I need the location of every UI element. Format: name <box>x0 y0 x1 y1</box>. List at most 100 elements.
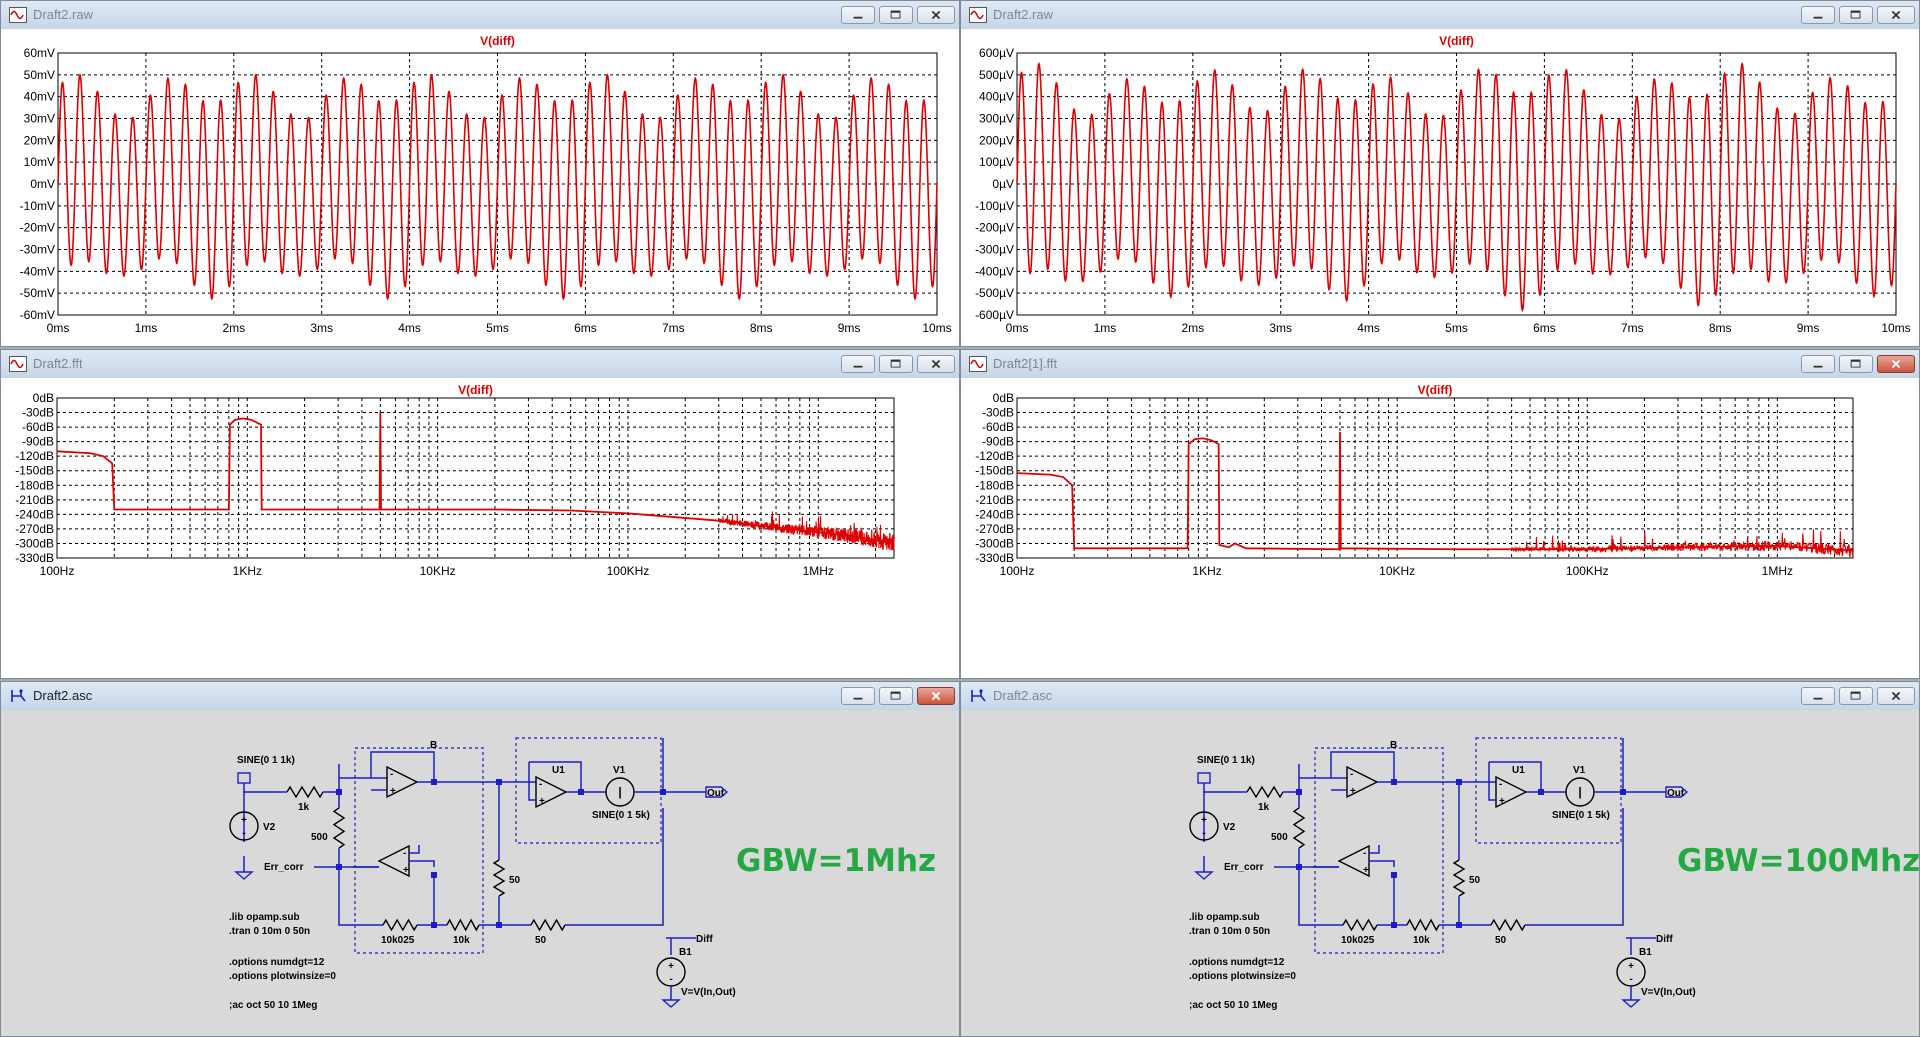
junction-dot <box>1391 922 1397 928</box>
plot-area[interactable]: 600µV 500µV 400µV 300µV 200µV 100µV 0µV -100µV -… <box>961 29 1919 346</box>
plot-area[interactable]: 60mV 50mV 40mV 30mV 20mV 10mV 0mV -10mV -20mV -30… <box>1 29 959 346</box>
maximize-icon <box>890 10 901 19</box>
y-tick-label: -210dB <box>15 493 54 507</box>
maximize-button[interactable] <box>879 355 913 373</box>
source-value-label: SINE(0 1 1k) <box>237 755 295 766</box>
opamp-minus-sign: - <box>539 779 542 790</box>
block-b-box <box>1314 747 1444 954</box>
waveform-window-raw-2[interactable]: Draft2.raw 600µV 500µV 400µV 300µV 200µV 100µ… <box>960 0 1920 347</box>
window-titlebar[interactable]: Draft2.raw <box>961 1 1919 30</box>
spice-directive: .tran 0 10m 0 50n <box>1189 926 1270 937</box>
resistor-50-vertical <box>1452 859 1466 897</box>
window-titlebar[interactable]: Draft2[1].fft <box>961 350 1919 379</box>
plot-area[interactable]: 0dB -30dB -60dB -90dB -120dB -150dB -180dB -210… <box>1 378 959 678</box>
opamp-top <box>386 765 419 799</box>
plot-frame <box>56 397 895 559</box>
source-v1-mark: | <box>1578 785 1581 799</box>
opamp-plus-sign: + <box>1363 865 1369 876</box>
opamp-minus-sign: - <box>1499 779 1502 790</box>
source-plus-sign: + <box>1201 815 1207 826</box>
plot-area[interactable]: 0dB -30dB -60dB -90dB -120dB -150dB -180dB -210… <box>961 378 1919 678</box>
noise-trace <box>1511 529 1854 559</box>
resistor-10k025 <box>1342 918 1378 932</box>
x-tick-label: 10ms <box>1881 321 1910 335</box>
minimize-button[interactable] <box>1801 687 1835 705</box>
y-tick-label: 60mV <box>24 46 55 60</box>
minimize-button[interactable] <box>841 687 875 705</box>
window-titlebar[interactable]: Draft2.asc <box>961 682 1919 711</box>
close-button[interactable] <box>1877 355 1915 373</box>
minimize-icon <box>1813 365 1823 368</box>
window-title: Draft2.fft <box>33 356 83 371</box>
r-in-label: 1k <box>1258 802 1270 813</box>
y-tick-label: 20mV <box>24 133 55 147</box>
wire <box>1488 762 1496 801</box>
opamp-minus-sign: - <box>390 769 393 780</box>
opamp-plus-sign: + <box>1499 796 1505 807</box>
y-tick-label: -270dB <box>15 522 54 536</box>
maximize-button[interactable] <box>879 6 913 24</box>
waveform-icon <box>9 356 27 372</box>
err-corr-label: Err_corr <box>1224 862 1264 873</box>
minimize-button[interactable] <box>1801 355 1835 373</box>
y-tick-label: 0µV <box>992 177 1014 191</box>
close-button[interactable] <box>917 6 955 24</box>
opamp-plus-sign: + <box>1350 786 1356 797</box>
close-button[interactable] <box>1877 6 1915 24</box>
schematic-window-1[interactable]: Draft2.asc SINE(0 1 1k) + - V2 1k 500 Err_corr… <box>0 681 960 1037</box>
fft-window-2[interactable]: Draft2[1].fft 0dB -30dB -60dB -90dB -120dB -1… <box>960 349 1920 679</box>
schematic-canvas[interactable]: SINE(0 1 1k) + - V2 1k 500 Err_corr - + B - +10k025… <box>1 710 959 1036</box>
waveform-window-raw-1[interactable]: Draft2.raw 60mV 50mV 40mV 30mV 20mV 10mV 0mV -1… <box>0 0 960 347</box>
maximize-button[interactable] <box>1839 6 1873 24</box>
wire <box>1369 860 1395 867</box>
ground-symbol <box>1194 871 1214 880</box>
resistor-50-out <box>530 918 566 932</box>
maximize-button[interactable] <box>1839 355 1873 373</box>
out-label: Out <box>1667 788 1685 799</box>
maximize-button[interactable] <box>879 687 913 705</box>
minimize-button[interactable] <box>841 355 875 373</box>
y-tick-label: -240dB <box>975 507 1014 521</box>
window-titlebar[interactable]: Draft2.fft <box>1 350 959 379</box>
wire <box>409 860 435 867</box>
spice-directive: .options numdgt=12 <box>1189 957 1285 968</box>
x-tick-label: 9ms <box>1797 321 1820 335</box>
plot-title: V(diff) <box>1418 383 1453 397</box>
ground-symbol <box>1621 999 1641 1008</box>
opamp-plus-sign: + <box>390 786 396 797</box>
y-tick-label: -210dB <box>975 493 1014 507</box>
maximize-button[interactable] <box>1839 687 1873 705</box>
wire <box>409 845 420 854</box>
resistor-500 <box>1292 807 1306 849</box>
v2-label: V2 <box>263 822 276 833</box>
b1-minus-sign: - <box>669 974 672 985</box>
source-value-label: SINE(0 1 1k) <box>1197 755 1255 766</box>
y-tick-label: -40mV <box>20 264 55 278</box>
spice-directive: ;ac oct 50 10 1Meg <box>1189 1000 1277 1011</box>
x-tick-label: 100KHz <box>1566 564 1609 578</box>
schematic-canvas[interactable]: SINE(0 1 1k) + - V2 1k 500 Err_corr - + B - +10k025… <box>961 710 1919 1036</box>
x-tick-label: 7ms <box>1621 321 1644 335</box>
wire <box>370 751 435 782</box>
x-tick-label: 5ms <box>486 321 509 335</box>
close-button[interactable] <box>917 687 955 705</box>
close-button[interactable] <box>917 355 955 373</box>
y-tick-label: -60dB <box>22 420 54 434</box>
v1-value-label: SINE(0 1 5k) <box>1552 810 1610 821</box>
maximize-icon <box>1850 691 1861 700</box>
minimize-button[interactable] <box>1801 6 1835 24</box>
plot-title: V(diff) <box>1439 34 1474 48</box>
b1-plus-sign: + <box>668 961 674 972</box>
y-tick-label: -20mV <box>20 221 55 235</box>
close-button[interactable] <box>1877 687 1915 705</box>
window-titlebar[interactable]: Draft2.raw <box>1 1 959 30</box>
window-titlebar[interactable]: Draft2.asc <box>1 682 959 711</box>
schematic-window-2[interactable]: Draft2.asc SINE(0 1 1k) + - V2 1k 500 Err_corr… <box>960 681 1920 1037</box>
y-tick-label: -200µV <box>975 221 1014 235</box>
fft-window-1[interactable]: Draft2.fft 0dB -30dB -60dB -90dB -120dB -150d… <box>0 349 960 679</box>
y-tick-label: 500µV <box>979 68 1014 82</box>
minimize-button[interactable] <box>841 6 875 24</box>
y-tick-label: -400µV <box>975 264 1014 278</box>
window-title: Draft2.asc <box>33 688 93 703</box>
y-tick-label: 400µV <box>979 90 1014 104</box>
